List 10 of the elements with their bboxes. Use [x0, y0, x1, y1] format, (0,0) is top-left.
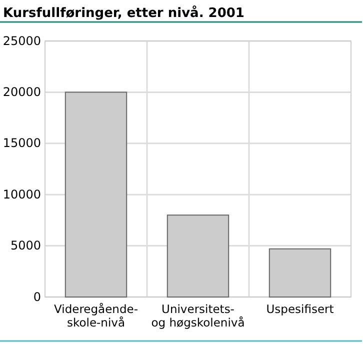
x-tick-label: Universitets- og høgskolenivå [151, 302, 245, 330]
y-tick-label: 15000 [2, 136, 41, 150]
chart-title: Kursfullføringer, etter nivå. 2001 [3, 5, 244, 21]
y-tick-label: 20000 [2, 85, 41, 100]
y-tick-label: 25000 [2, 34, 41, 48]
y-tick-label: 0 [33, 290, 41, 304]
y-tick-label: 5000 [10, 238, 41, 253]
y-tick-label: 10000 [2, 187, 41, 202]
x-tick-label: Videregående-skole-nivå [54, 302, 138, 330]
x-tick-label: Uspesifisert [266, 302, 334, 316]
